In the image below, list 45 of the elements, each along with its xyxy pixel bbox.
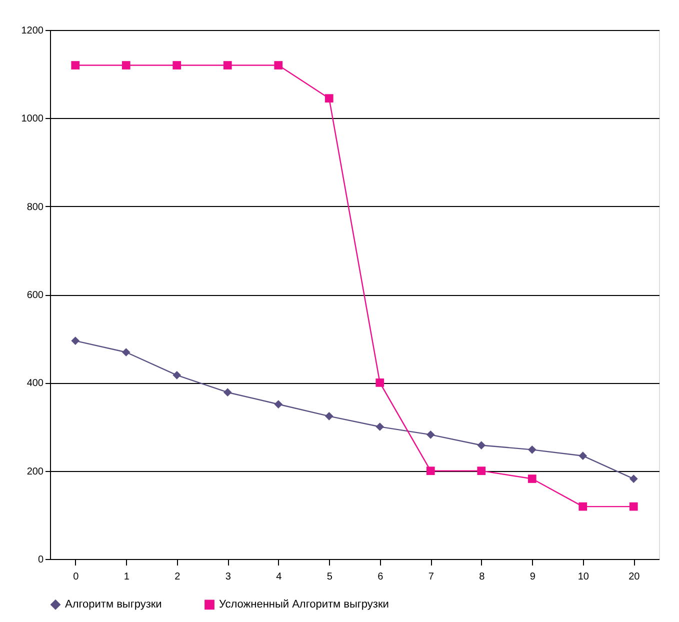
y-tick-label: 1200: [21, 26, 44, 36]
x-tick-label: 1: [124, 572, 130, 582]
point: [477, 466, 486, 476]
legend-label: Алгоритм выгрузки: [65, 598, 162, 611]
point: [223, 388, 232, 397]
y-tick-label: 600: [26, 290, 44, 301]
point: [629, 502, 638, 511]
y-tick-label: 400: [26, 378, 44, 390]
point: [274, 61, 283, 70]
x-tick-label: 8: [479, 572, 486, 582]
point: [528, 445, 536, 454]
point: [578, 452, 588, 460]
point: [122, 61, 130, 70]
point: [172, 61, 182, 70]
x-tick-label: 6: [378, 572, 384, 582]
x-tick-label: 10: [578, 572, 590, 582]
point: [578, 502, 588, 511]
point: [477, 441, 486, 450]
x-tick-label: 3: [225, 572, 232, 582]
y-tick-label: 0: [38, 554, 44, 566]
point: [376, 378, 384, 387]
x-tick-label: 5: [326, 572, 333, 582]
legend-label: Усложненный Алгоритм выгрузки: [219, 598, 389, 611]
point: [71, 336, 80, 345]
x-tick-label: 0: [73, 572, 80, 582]
point: [629, 474, 638, 483]
x-tick-label: 20: [628, 572, 640, 582]
y-tick-label: 200: [26, 466, 44, 478]
x-tick-label: 9: [530, 572, 536, 582]
point: [528, 474, 536, 483]
point: [376, 422, 384, 431]
y-tick-label: 800: [26, 202, 44, 213]
point: [426, 430, 435, 439]
point: [426, 466, 435, 476]
point: [122, 348, 130, 356]
point: [71, 61, 80, 70]
y-tick-label: 1000: [21, 114, 44, 125]
point: [172, 370, 182, 380]
x-tick-label: 2: [174, 572, 181, 582]
point: [223, 61, 232, 70]
x-tick-label: 4: [276, 572, 282, 582]
point: [324, 412, 334, 420]
x-tick-label: 7: [428, 572, 434, 582]
point: [274, 400, 283, 408]
point: [324, 94, 334, 103]
